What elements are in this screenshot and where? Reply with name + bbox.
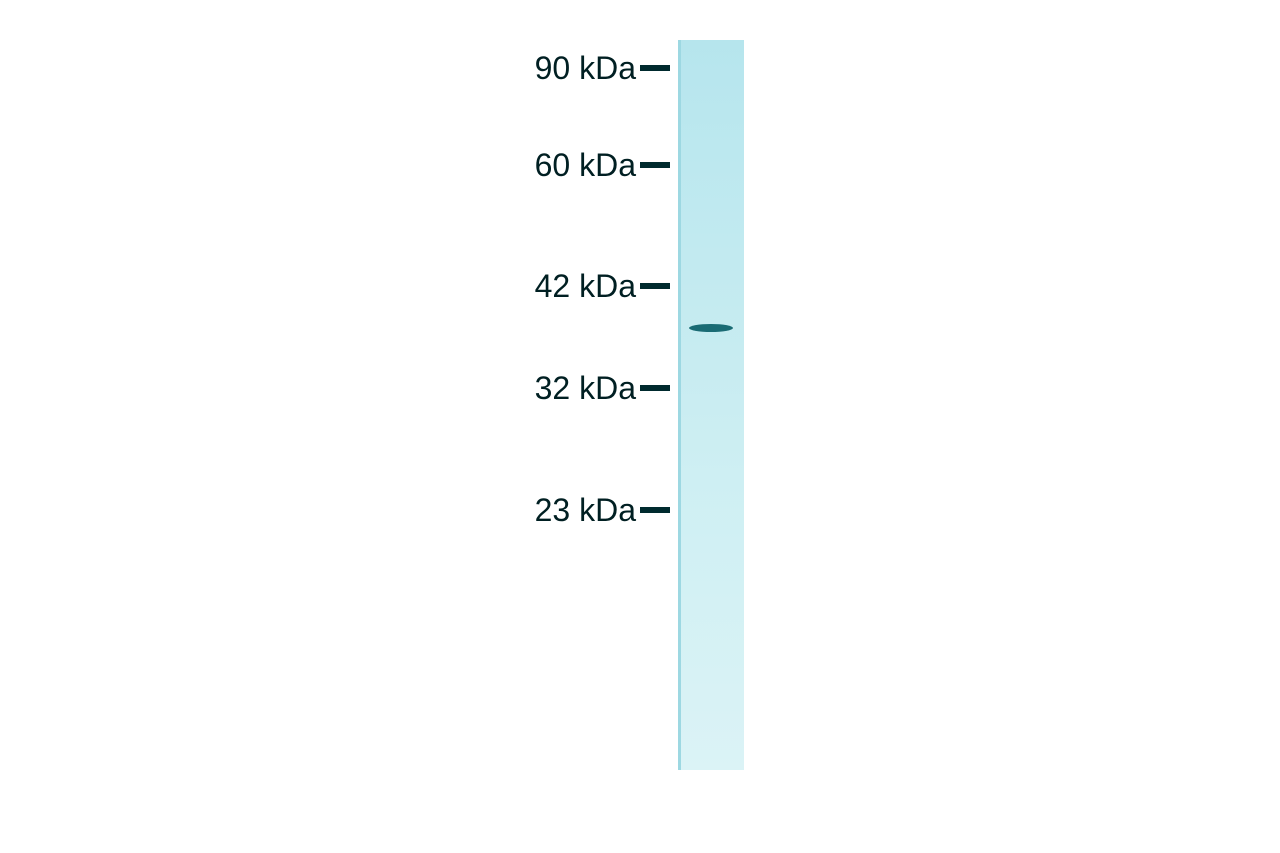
- marker-row-23kda: 23 kDa: [460, 490, 670, 530]
- protein-band: [689, 324, 733, 332]
- marker-tick-42kda: [640, 283, 670, 289]
- marker-row-60kda: 60 kDa: [460, 145, 670, 185]
- blot-lane: [678, 40, 744, 770]
- marker-tick-23kda: [640, 507, 670, 513]
- lane-edge: [678, 40, 681, 770]
- marker-label-60kda: 60 kDa: [535, 147, 636, 184]
- western-blot: 90 kDa 60 kDa 42 kDa 32 kDa 23 kDa: [460, 40, 780, 770]
- marker-row-32kda: 32 kDa: [460, 368, 670, 408]
- marker-label-23kda: 23 kDa: [535, 492, 636, 529]
- marker-tick-32kda: [640, 385, 670, 391]
- marker-tick-60kda: [640, 162, 670, 168]
- marker-label-32kda: 32 kDa: [535, 370, 636, 407]
- marker-tick-90kda: [640, 65, 670, 71]
- marker-label-90kda: 90 kDa: [535, 50, 636, 87]
- marker-label-42kda: 42 kDa: [535, 268, 636, 305]
- marker-row-42kda: 42 kDa: [460, 266, 670, 306]
- band-shape: [689, 324, 733, 332]
- marker-row-90kda: 90 kDa: [460, 48, 670, 88]
